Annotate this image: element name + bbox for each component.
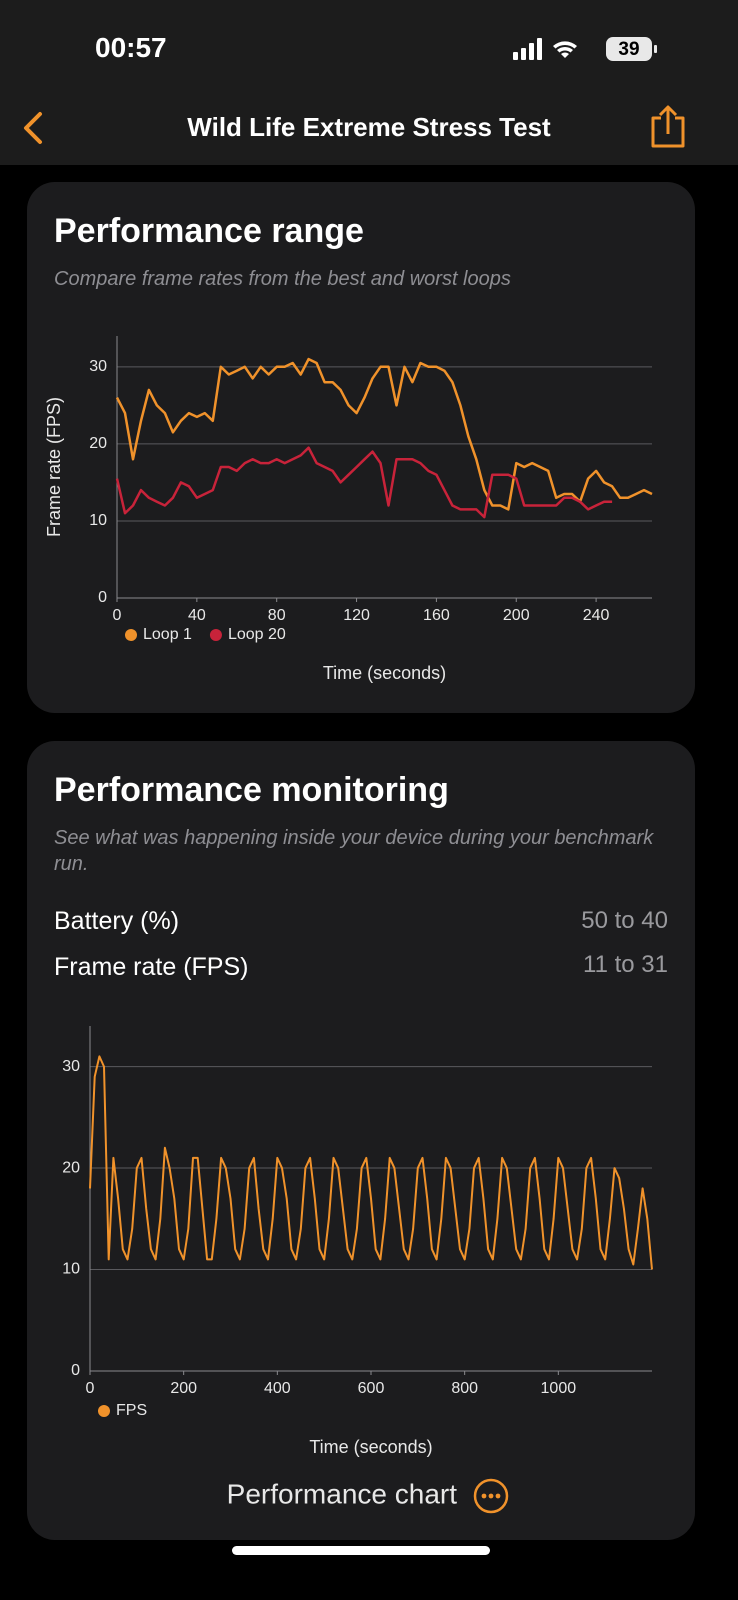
row-label: Frame rate (FPS) [54,953,249,981]
x-tick-label: 0 [86,1380,95,1397]
y-tick-label: 20 [89,435,107,452]
status-time: 00:57 [95,32,167,63]
share-button[interactable] [648,104,688,150]
x-tick-label: 200 [170,1380,197,1397]
battery-level: 39 [618,39,639,60]
x-axis-label: Time (seconds) [309,1437,432,1457]
x-tick-label: 200 [503,607,530,624]
y-tick-label: 20 [62,1159,80,1176]
y-tick-label: 10 [62,1261,80,1278]
monitoring-chart: Performance chart 0 10 20 30 0 200 400 600 800 10… [62,1026,653,1514]
x-tick-label: 160 [423,607,450,624]
legend-marker [125,629,137,641]
performance-range-card: Performance range Compare frame rates fr… [27,182,695,713]
legend-label: FPS [116,1402,147,1419]
legend-label: Loop 1 [143,626,192,643]
x-tick-label: 40 [188,607,206,624]
y-tick-label: 30 [89,358,107,375]
x-tick-label: 0 [113,607,122,624]
performance-chart-button[interactable]: Performance chart [227,1478,509,1514]
y-tick-label: 30 [62,1058,80,1075]
row-value: 50 to 40 [581,907,668,934]
legend-marker [98,1405,110,1417]
card-subtitle: Compare frame rates from the best and wo… [54,268,511,290]
x-tick-label: 240 [583,607,610,624]
y-tick-label: 10 [89,512,107,529]
data-line [115,446,613,519]
data-line [115,357,653,511]
row-value: 11 to 31 [583,951,668,978]
performance-monitoring-card: Performance monitoring See what was happ… [27,741,695,1540]
home-indicator [232,1546,490,1555]
top-bar [0,0,738,165]
card-title: Performance range [54,212,364,250]
card-subtitle: See what was happening inside your devic… [54,827,654,875]
legend-marker [209,629,222,641]
nav-title: Wild Life Extreme Stress Test [187,112,551,142]
row-label: Battery (%) [54,907,180,935]
y-axis-label: Frame rate (FPS) [44,397,64,537]
x-tick-label: 800 [451,1380,478,1397]
back-button[interactable] [18,110,48,146]
card-title: Performance monitoring [54,771,449,809]
x-tick-label: 80 [268,607,286,624]
range-chart: 0 10 20 30 0 40 80 120 160 200 240 Loop 1 Loop 20 Tim… [44,336,653,683]
y-tick-label: 0 [98,589,107,606]
x-tick-label: 1000 [541,1380,577,1397]
x-axis-label: Time (seconds) [323,663,446,683]
y-tick-label: 0 [71,1362,80,1379]
x-tick-label: 120 [343,607,370,624]
legend-label: Loop 20 [228,626,286,643]
status-icons: 39 [513,37,657,61]
data-line [89,1055,653,1270]
button-label: Performance chart [227,1478,458,1509]
x-tick-label: 600 [358,1380,385,1397]
x-tick-label: 400 [264,1380,291,1397]
